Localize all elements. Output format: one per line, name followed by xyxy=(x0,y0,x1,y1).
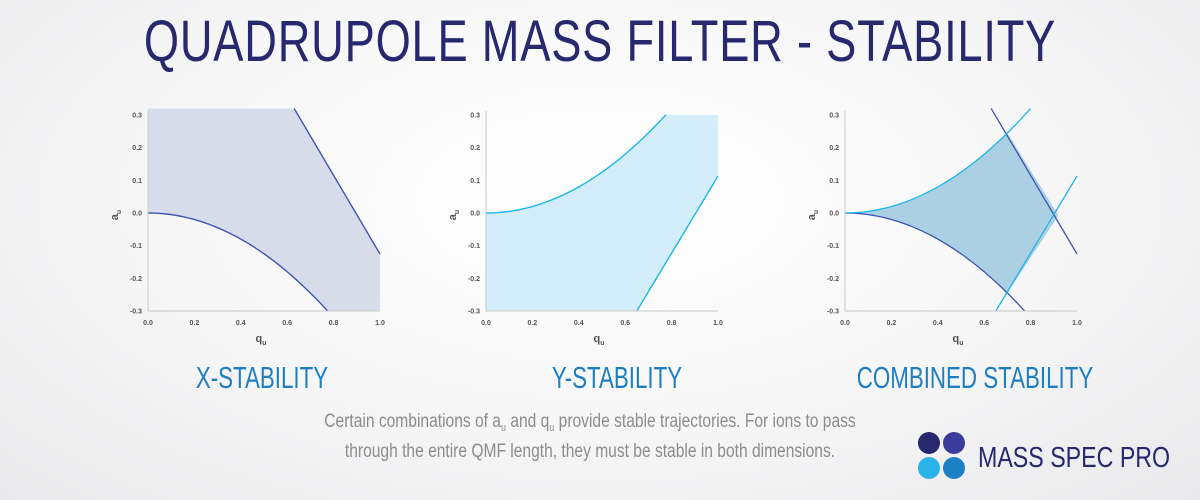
y-stable-region xyxy=(486,114,718,312)
y-tick-label: 0.1 xyxy=(470,178,480,185)
combined-stability-panel: 0.0 0.2 0.4 0.6 0.8 1.0 0.3 0.2 0.1 0.0 -0.1 -0.2 -0… xyxy=(797,100,1097,350)
x-tick-label: 0.6 xyxy=(620,320,630,327)
footer-line-2: through the entire QMF length, they must… xyxy=(344,441,836,462)
x-tick-label: 0.0 xyxy=(143,320,153,327)
combined-stability-caption: COMBINED STABILITY xyxy=(856,360,1094,395)
x-axis-label: qu xyxy=(593,333,604,347)
logo-dot-3 xyxy=(918,457,940,479)
x-tick-label: 0.4 xyxy=(933,320,943,327)
x-tick-label: 0.2 xyxy=(887,320,897,327)
x-tick-label: 1.0 xyxy=(1072,320,1082,327)
y-tick-label: -0.2 xyxy=(827,276,839,283)
footer-sub-a: u xyxy=(500,422,506,434)
logo-dot-1 xyxy=(918,432,940,454)
y-stability-panel: 0.0 0.2 0.4 0.6 0.8 1.0 0.3 0.2 0.1 0.0 -0.1 -0.2 -0… xyxy=(438,100,738,350)
y-tick-label: 0.3 xyxy=(132,113,142,120)
brand-logo: MASS SPEC PRO xyxy=(918,432,1188,488)
x-stable-region xyxy=(148,108,380,312)
x-tick-label: 1.0 xyxy=(713,320,723,327)
y-tick-label: 0.1 xyxy=(132,178,142,185)
footer-caption: Certain combinations of au and qu provid… xyxy=(319,410,860,464)
x-tick-label: 0.2 xyxy=(528,320,538,327)
y-tick-label: -0.1 xyxy=(827,243,839,250)
y-tick-label: 0.3 xyxy=(470,113,480,120)
y-axis-label: au xyxy=(447,210,461,220)
y-tick-label: 0.3 xyxy=(829,113,839,120)
x-axis-label: qu xyxy=(255,333,266,347)
x-tick-label: 0.6 xyxy=(979,320,989,327)
combined-x-lower-boundary xyxy=(844,212,1026,312)
x-tick-label: 0.6 xyxy=(282,320,292,327)
footer-sub-b: u xyxy=(549,422,555,434)
x-right-boundary xyxy=(293,108,381,255)
y-tick-label: -0.1 xyxy=(130,243,142,250)
logo-dot-2 xyxy=(943,432,965,454)
x-tick-label: 0.4 xyxy=(574,320,584,327)
y-right-boundary xyxy=(636,175,719,312)
y-tick-label: 0.1 xyxy=(829,178,839,185)
y-tick-label: 0.0 xyxy=(470,211,480,218)
y-tick-label: 0.2 xyxy=(470,145,480,152)
y-tick-label: -0.2 xyxy=(468,276,480,283)
x-tick-label: 0.8 xyxy=(329,320,339,327)
x-tick-label: 0.8 xyxy=(667,320,677,327)
y-stability-chart: 0.0 0.2 0.4 0.6 0.8 1.0 0.3 0.2 0.1 0.0 -0.1 -0.2 -0… xyxy=(447,111,723,347)
combined-stability-chart: 0.0 0.2 0.4 0.6 0.8 1.0 0.3 0.2 0.1 0.0 -0.1 -0.2 -0… xyxy=(806,108,1082,347)
x-tick-label: 0.2 xyxy=(190,320,200,327)
x-tick-label: 0.4 xyxy=(236,320,246,327)
y-upper-boundary xyxy=(485,114,667,214)
y-tick-label: 0.0 xyxy=(132,211,142,218)
y-axis-label: au xyxy=(109,210,123,220)
footer-line-1: Certain combinations of au and qu provid… xyxy=(319,410,860,440)
y-tick-label: -0.3 xyxy=(827,309,839,316)
brand-name: MASS SPEC PRO xyxy=(978,442,1171,474)
x-stability-panel: 0.0 0.2 0.4 0.6 0.8 1.0 0.3 0.2 0.1 0.0 -0.1 -0.2 -0… xyxy=(100,100,400,350)
x-lower-boundary xyxy=(147,212,329,312)
x-tick-label: 1.0 xyxy=(375,320,385,327)
y-tick-label: 0.0 xyxy=(829,211,839,218)
combined-x-right-boundary xyxy=(990,108,1078,255)
combined-stable-region xyxy=(845,133,1059,293)
x-tick-label: 0.0 xyxy=(481,320,491,327)
y-axis-label: au xyxy=(806,210,820,220)
x-stability-caption: X-STABILITY xyxy=(195,360,329,395)
y-tick-label: -0.3 xyxy=(130,309,142,316)
page-title: QUADRUPOLE MASS FILTER - STABILITY xyxy=(143,9,1057,74)
x-tick-label: 0.0 xyxy=(840,320,850,327)
footer-text-a: Certain combinations of a xyxy=(324,411,501,432)
y-tick-label: -0.3 xyxy=(468,309,480,316)
x-axis-label: qu xyxy=(952,333,963,347)
y-tick-label: 0.2 xyxy=(829,145,839,152)
logo-dot-4 xyxy=(943,457,965,479)
y-tick-label: 0.2 xyxy=(132,145,142,152)
x-tick-label: 0.8 xyxy=(1026,320,1036,327)
combined-y-upper-boundary xyxy=(844,108,1032,214)
x-stability-chart: 0.0 0.2 0.4 0.6 0.8 1.0 0.3 0.2 0.1 0.0 -0.1 -0.2 -0… xyxy=(109,108,385,347)
y-tick-label: -0.1 xyxy=(468,243,480,250)
y-stability-caption: Y-STABILITY xyxy=(551,360,683,395)
footer-text-c: provide stable trajectories. For ions to… xyxy=(554,411,856,432)
footer-text-b: and q xyxy=(505,411,550,432)
y-tick-label: -0.2 xyxy=(130,276,142,283)
combined-y-right-boundary xyxy=(995,175,1078,312)
